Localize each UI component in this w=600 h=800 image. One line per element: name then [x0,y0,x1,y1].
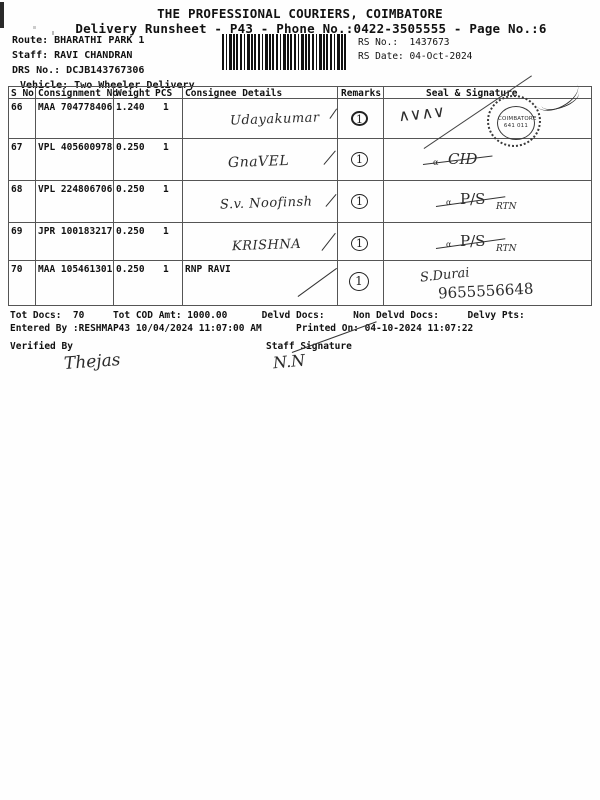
table-rule [8,260,592,261]
remarks-count-handwritten: 1 [349,272,369,291]
table-rule [8,222,592,223]
document-title: Delivery Runsheet - P43 - Phone No.:0422… [75,21,547,36]
staff-signature-handwritten: N.N [272,350,306,373]
signature-initial-mark: α [433,158,439,167]
tick-mark [321,232,337,252]
cell-consignment: MAA 105461301 [38,264,113,275]
cell-s-no: 67 [11,142,23,153]
rs-info-block: RS No.: 1437673 RS Date: 04-Oct-2024 [358,36,472,64]
col-header-consignment: Consignment No [38,88,119,99]
table-rule [591,86,592,305]
table-rule [182,86,183,305]
table-rule [337,86,338,305]
signature-suffix-mark: RTN [496,202,517,212]
cell-pcs: 1 [163,264,169,275]
remarks-count-handwritten: 1 [351,236,368,251]
seal-signature-scrawl: ∧∨∧∨ [397,101,446,126]
cell-s-no: 70 [11,264,23,275]
stamp-city: COIMBATORE [498,116,537,122]
verified-by-label: Verified By [10,341,73,352]
col-header-consignee: Consignee Details [185,88,283,99]
consignee-signature-handwritten: KRISHNA [231,236,302,255]
table-rule [8,180,592,181]
table-rule [8,98,592,99]
tick-mark [325,193,337,208]
signature-initial-mark: α [446,240,452,249]
seal-signature-handwritten: P/S [460,232,486,250]
cell-pcs: 1 [163,102,169,113]
col-header-remarks: Remarks [341,88,382,99]
cell-consignment: VPL 224806706 [38,184,113,195]
col-header-weight: Weight [116,88,151,99]
remarks-count-handwritten: 1 [351,194,368,209]
rubber-stamp-inner: COIMBATORE 641 011 [497,106,537,140]
cell-s-no: 68 [11,184,23,195]
staff-signature-label: Staff Signature [266,341,352,352]
table-rule [8,86,592,87]
table-rule [8,86,9,305]
tick-mark [297,267,338,298]
cell-s-no: 66 [11,102,23,113]
cell-consignment: MAA 704778406 [38,102,113,113]
cell-pcs: 1 [163,184,169,195]
col-header-seal: Seal & Signature [426,88,518,99]
col-header-s-no: S No [11,88,34,99]
tick-mark [323,150,337,166]
table-rule [35,86,36,305]
barcode-icon [222,34,348,70]
signature-initial-mark: α [446,198,452,207]
entered-line: Entered By :RESHMAP43 10/04/2024 11:07:0… [10,323,474,334]
cell-consignment: VPL 405600978 [38,142,113,153]
cell-weight: 0.250 [116,226,145,237]
rs-no-line: RS No.: 1437673 [358,37,450,48]
cell-weight: 1.240 [116,102,145,113]
signature-suffix-mark: RTN [496,244,517,254]
cell-pcs: 1 [163,142,169,153]
consignee-signature-handwritten: Udayakumar [229,110,320,129]
cell-weight: 0.250 [116,142,145,153]
totals-line: Tot Docs: 70 Tot COD Amt: 1000.00 Delvd … [10,310,525,321]
table-rule [113,86,114,305]
cell-s-no: 69 [11,226,23,237]
cell-weight: 0.250 [116,264,145,275]
cell-consignment: JPR 100183217 [38,226,113,237]
cell-consignee: RNP RAVI [185,264,231,275]
scan-edge-artifact [0,2,4,28]
scan-speck [33,26,36,29]
route-line: Route: BHARATHI PARK 1 [12,35,145,46]
seal-signature-phone-handwritten: 9655556648 [437,279,534,303]
drs-no-line: DRS No.: DCJB143767306 [12,65,145,76]
seal-signature-handwritten: P/S [460,190,486,208]
header-left-block: Route: BHARATHI PARK 1 Staff: RAVI CHAND… [12,33,195,93]
rubber-stamp-icon: COIMBATORE 641 011 [487,95,541,147]
consignee-signature-handwritten: GnaVEL [227,152,290,172]
stamp-pincode: 641 011 [503,123,529,129]
scan-speck [52,31,54,35]
col-header-pcs: PCS [155,88,173,99]
table-rule [8,305,592,306]
rs-date-line: RS Date: 04-Oct-2024 [358,51,473,62]
staff-line: Staff: RAVI CHANDRAN [12,50,133,61]
table-rule [8,138,592,139]
verified-by-signature-handwritten: Thejas [63,350,122,374]
remarks-count-handwritten: 1 [351,111,368,126]
vehicle-line: Vehicle: Two Wheeler Delivery [12,78,195,93]
consignee-signature-handwritten: S.v. Noofinsh [219,194,313,213]
remarks-count-handwritten: 1 [351,152,368,167]
company-title: THE PROFESSIONAL COURIERS, COIMBATORE [157,6,443,21]
table-rule [383,86,384,305]
cell-weight: 0.250 [116,184,145,195]
cell-pcs: 1 [163,226,169,237]
